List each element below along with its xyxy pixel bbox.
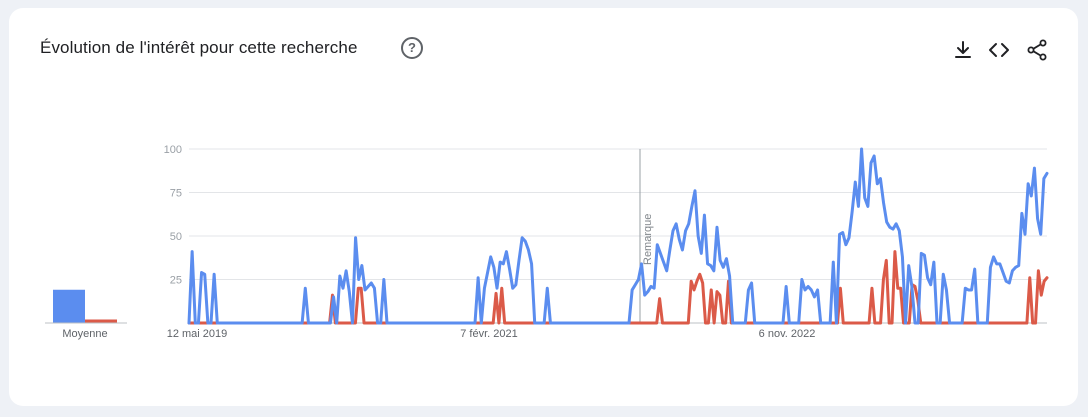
y-tick-label: 100 xyxy=(164,144,182,156)
annotation-label: Remarque xyxy=(642,214,654,265)
chart-card: Évolution de l'intérêt pour cette recher… xyxy=(9,8,1078,406)
download-icon[interactable] xyxy=(951,38,975,62)
average-bar-series-2 xyxy=(85,319,117,323)
code-embed-icon[interactable] xyxy=(987,38,1011,62)
share-icon[interactable] xyxy=(1025,38,1049,62)
chart-title: Évolution de l'intérêt pour cette recher… xyxy=(40,38,358,57)
y-tick-label: 25 xyxy=(170,275,182,287)
average-bar-series-1 xyxy=(53,289,85,323)
average-label: Moyenne xyxy=(62,328,107,340)
y-tick-label: 75 xyxy=(170,188,182,200)
x-tick-label: 12 mai 2019 xyxy=(167,328,228,340)
y-tick-label: 50 xyxy=(170,231,182,243)
series-1-line xyxy=(187,147,1049,325)
help-circle-icon[interactable]: ? xyxy=(401,37,423,59)
x-tick-label: 6 nov. 2022 xyxy=(759,328,816,340)
x-tick-label: 7 févr. 2021 xyxy=(460,328,518,340)
